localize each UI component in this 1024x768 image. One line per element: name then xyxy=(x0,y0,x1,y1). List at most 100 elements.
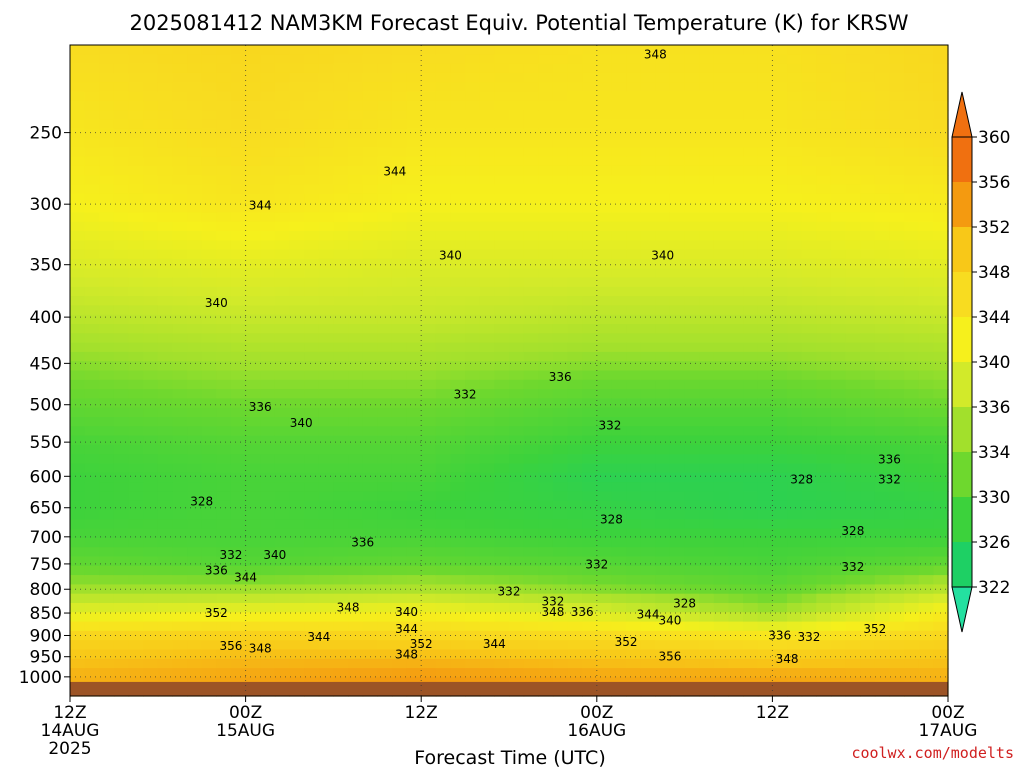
heatmap-cell xyxy=(830,435,847,446)
heatmap-cell xyxy=(113,370,130,381)
heatmap-cell xyxy=(743,603,759,613)
heatmap-cell xyxy=(743,658,759,669)
contour-label: 340 xyxy=(395,605,418,619)
heatmap-cell xyxy=(904,491,920,502)
heatmap-cell xyxy=(699,212,715,223)
heatmap-cell xyxy=(743,537,759,548)
heatmap-cell xyxy=(860,156,876,167)
heatmap-cell xyxy=(128,156,144,167)
heatmap-cell xyxy=(699,175,715,186)
heatmap-cell xyxy=(435,575,452,585)
heatmap-cell xyxy=(918,640,934,651)
heatmap-cell xyxy=(143,454,159,465)
heatmap-cell xyxy=(245,268,261,279)
heatmap-cell xyxy=(816,379,832,390)
heatmap-cell xyxy=(509,165,525,176)
heatmap-cell xyxy=(435,296,452,306)
heatmap-cell xyxy=(421,547,437,558)
heatmap-cell xyxy=(845,593,861,604)
heatmap-cell xyxy=(743,417,759,427)
heatmap-cell xyxy=(904,165,920,176)
heatmap-cell xyxy=(889,305,905,316)
heatmap-cell xyxy=(655,314,671,325)
heatmap-cell xyxy=(70,510,86,520)
heatmap-cell xyxy=(391,519,408,530)
heatmap-cell xyxy=(757,361,773,372)
heatmap-cell xyxy=(479,45,495,55)
heatmap-cell xyxy=(728,565,744,576)
heatmap-cell xyxy=(406,398,422,409)
heatmap-cell xyxy=(611,342,627,353)
heatmap-cell xyxy=(157,231,174,241)
heatmap-cell xyxy=(450,537,466,548)
heatmap-cell xyxy=(333,72,349,83)
heatmap-cell xyxy=(99,463,115,474)
contour-label: 328 xyxy=(841,524,864,538)
heatmap-cell xyxy=(70,389,86,399)
heatmap-cell xyxy=(816,91,832,102)
heatmap-cell xyxy=(99,249,115,260)
heatmap-cell xyxy=(552,72,569,83)
heatmap-cell xyxy=(289,165,305,176)
heatmap-cell xyxy=(552,361,569,372)
heatmap-cell xyxy=(260,268,276,279)
heatmap-cell xyxy=(582,528,598,539)
heatmap-cell xyxy=(143,342,159,353)
heatmap-cell xyxy=(304,565,320,576)
heatmap-cell xyxy=(435,91,452,102)
heatmap-cell xyxy=(626,537,642,548)
heatmap-cell xyxy=(845,165,861,176)
heatmap-cell xyxy=(611,128,627,139)
heatmap-cell xyxy=(274,361,291,372)
heatmap-cell xyxy=(465,537,481,548)
heatmap-cell xyxy=(523,537,539,548)
heatmap-cell xyxy=(845,249,861,260)
heatmap-cell xyxy=(640,426,656,437)
heatmap-cell xyxy=(84,314,100,325)
heatmap-cell xyxy=(787,314,803,325)
heatmap-cell xyxy=(406,528,422,539)
heatmap-cell xyxy=(611,268,627,279)
heatmap-cell xyxy=(787,444,803,455)
heatmap-cell xyxy=(333,221,349,232)
heatmap-cell xyxy=(523,110,539,120)
heatmap-cell xyxy=(933,212,949,223)
heatmap-cell xyxy=(904,379,920,390)
heatmap-cell xyxy=(552,537,569,548)
heatmap-cell xyxy=(260,668,276,678)
heatmap-cell xyxy=(230,370,247,381)
heatmap-cell xyxy=(128,165,144,176)
heatmap-cell xyxy=(187,333,203,344)
heatmap-cell xyxy=(377,435,393,446)
heatmap-cell xyxy=(874,305,891,316)
heatmap-cell xyxy=(801,314,817,325)
heatmap-cell xyxy=(801,472,817,483)
heatmap-cell xyxy=(450,91,466,102)
heatmap-cell xyxy=(245,240,261,251)
heatmap-cell xyxy=(494,212,510,223)
heatmap-cell xyxy=(143,528,159,539)
heatmap-cell xyxy=(435,379,452,390)
heatmap-cell xyxy=(172,575,188,585)
heatmap-cell xyxy=(128,407,144,418)
heatmap-cell xyxy=(713,268,730,279)
heatmap-cell xyxy=(567,528,583,539)
heatmap-cell xyxy=(113,212,130,223)
heatmap-cell xyxy=(640,286,656,297)
heatmap-cell xyxy=(669,268,686,279)
heatmap-cell xyxy=(143,575,159,585)
heatmap-cell xyxy=(787,231,803,241)
heatmap-cell xyxy=(333,286,349,297)
heatmap-cell xyxy=(391,175,408,186)
heatmap-cell xyxy=(699,351,715,362)
heatmap-cell xyxy=(509,147,525,158)
heatmap-cell xyxy=(816,333,832,344)
heatmap-cell xyxy=(596,147,613,158)
heatmap-cell xyxy=(684,472,700,483)
heatmap-cell xyxy=(391,296,408,306)
ground-layer xyxy=(70,681,948,696)
heatmap-cell xyxy=(830,603,847,613)
heatmap-cell xyxy=(274,621,291,632)
heatmap-cell xyxy=(435,435,452,446)
